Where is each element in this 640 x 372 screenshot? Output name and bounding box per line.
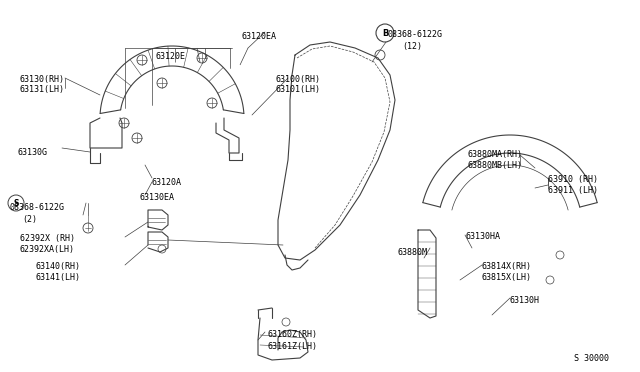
- Text: 63120E: 63120E: [155, 52, 185, 61]
- Text: 63120EA: 63120EA: [242, 32, 277, 41]
- Text: 62392XA(LH): 62392XA(LH): [20, 245, 75, 254]
- Text: 63130H: 63130H: [510, 296, 540, 305]
- Text: 63911 (LH): 63911 (LH): [548, 186, 598, 195]
- Text: 63160Z(RH): 63160Z(RH): [268, 330, 318, 339]
- Text: 63120A: 63120A: [152, 178, 182, 187]
- Text: 63130(RH): 63130(RH): [20, 75, 65, 84]
- Text: B: B: [382, 29, 388, 38]
- Text: 63131(LH): 63131(LH): [20, 85, 65, 94]
- Text: 62392X (RH): 62392X (RH): [20, 234, 75, 243]
- Text: 63101(LH): 63101(LH): [276, 85, 321, 94]
- Text: 08368-6122G: 08368-6122G: [10, 203, 65, 212]
- Text: 63141(LH): 63141(LH): [35, 273, 80, 282]
- Text: 08368-6122G: 08368-6122G: [388, 30, 443, 39]
- Text: 63140(RH): 63140(RH): [35, 262, 80, 271]
- Text: S: S: [13, 199, 19, 208]
- Text: 63880MA(RH): 63880MA(RH): [468, 150, 523, 159]
- Text: 63161Z(LH): 63161Z(LH): [268, 342, 318, 351]
- Text: 63880M: 63880M: [398, 248, 428, 257]
- Text: 63815X(LH): 63815X(LH): [482, 273, 532, 282]
- Text: 63130G: 63130G: [18, 148, 48, 157]
- Text: 63130EA: 63130EA: [140, 193, 175, 202]
- Text: 63130HA: 63130HA: [465, 232, 500, 241]
- Text: 63100(RH): 63100(RH): [276, 75, 321, 84]
- Text: (12): (12): [402, 42, 422, 51]
- Text: 63814X(RH): 63814X(RH): [482, 262, 532, 271]
- Text: 63880MB(LH): 63880MB(LH): [468, 161, 523, 170]
- Text: 63910 (RH): 63910 (RH): [548, 175, 598, 184]
- Text: (2): (2): [22, 215, 37, 224]
- Text: S 30000: S 30000: [574, 354, 609, 363]
